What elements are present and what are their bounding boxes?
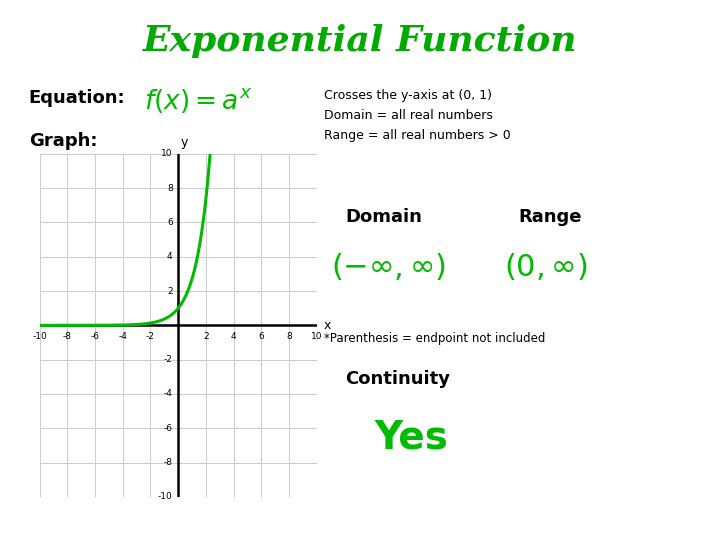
Text: *Parenthesis = endpoint not included: *Parenthesis = endpoint not included — [324, 332, 545, 345]
Text: 8: 8 — [167, 184, 173, 193]
Text: -6: -6 — [91, 332, 99, 341]
Text: Domain: Domain — [346, 208, 423, 226]
Text: 6: 6 — [258, 332, 264, 341]
Text: Exponential Function: Exponential Function — [143, 24, 577, 58]
Text: $(0,\infty)$: $(0,\infty)$ — [504, 251, 588, 282]
Text: Crosses the y-axis at (0, 1)
Domain = all real numbers
Range = all real numbers : Crosses the y-axis at (0, 1) Domain = al… — [324, 89, 510, 142]
Text: -2: -2 — [146, 332, 155, 341]
Text: Equation:: Equation: — [29, 89, 125, 107]
Text: 2: 2 — [203, 332, 209, 341]
Text: 10: 10 — [311, 332, 323, 341]
Text: Graph:: Graph: — [29, 132, 97, 150]
Text: 8: 8 — [287, 332, 292, 341]
Text: 2: 2 — [167, 287, 173, 295]
Text: 4: 4 — [231, 332, 236, 341]
Text: Continuity: Continuity — [346, 370, 451, 388]
Text: y: y — [181, 136, 189, 148]
Text: Yes: Yes — [374, 418, 449, 456]
Text: -6: -6 — [163, 424, 173, 433]
Text: -8: -8 — [163, 458, 173, 467]
Text: -8: -8 — [63, 332, 72, 341]
Text: 4: 4 — [167, 252, 173, 261]
Text: $(-\infty,\infty)$: $(-\infty,\infty)$ — [331, 251, 446, 282]
Text: -2: -2 — [163, 355, 173, 364]
Text: -4: -4 — [163, 389, 173, 399]
Text: -10: -10 — [32, 332, 47, 341]
Text: Range: Range — [518, 208, 582, 226]
Text: $f\left(x\right)=a^{x}$: $f\left(x\right)=a^{x}$ — [144, 86, 252, 116]
Text: 10: 10 — [161, 150, 173, 158]
Text: x: x — [324, 319, 331, 332]
Text: -4: -4 — [118, 332, 127, 341]
Text: 6: 6 — [167, 218, 173, 227]
Text: -10: -10 — [158, 492, 173, 501]
